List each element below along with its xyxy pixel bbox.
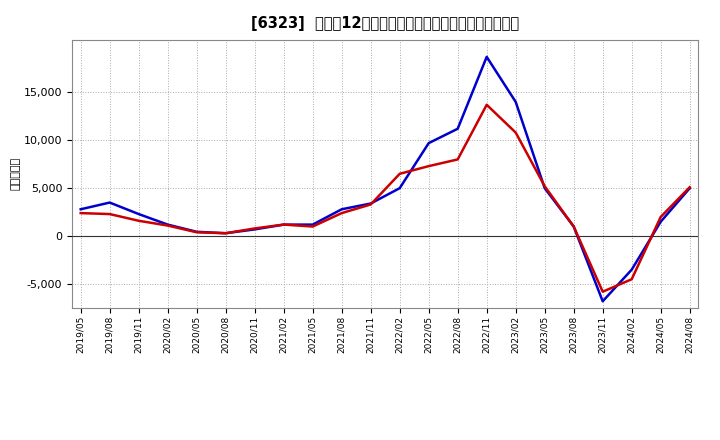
当期結利益 [395, 171, 404, 176]
経常利益 [105, 200, 114, 205]
Legend: 経常利益, 当期結利益: 経常利益, 当期結利益 [293, 435, 477, 440]
経常利益 [511, 99, 520, 105]
当期結利益 [424, 164, 433, 169]
当期結利益 [685, 185, 694, 190]
当期結利益 [627, 277, 636, 282]
経常利益 [279, 222, 288, 227]
当期結利益 [105, 211, 114, 216]
当期結利益 [279, 222, 288, 227]
経常利益 [454, 126, 462, 132]
経常利益 [598, 299, 607, 304]
経常利益 [251, 227, 259, 232]
経常利益 [76, 207, 85, 212]
経常利益 [685, 186, 694, 191]
経常利益 [570, 224, 578, 229]
当期結利益 [570, 224, 578, 229]
経常利益 [541, 186, 549, 191]
経常利益 [657, 219, 665, 224]
Line: 当期結利益: 当期結利益 [81, 105, 690, 292]
当期結利益 [251, 226, 259, 231]
当期結利益 [598, 289, 607, 294]
経常利益 [308, 222, 317, 227]
経常利益 [627, 267, 636, 272]
Title: [6323]  利益だ12か月移動合計の対前年同期増減額の推移: [6323] 利益だ12か月移動合計の対前年同期増減額の推移 [251, 16, 519, 32]
当期結利益 [135, 218, 143, 224]
当期結利益 [163, 223, 172, 228]
当期結利益 [76, 210, 85, 216]
経常利益 [424, 140, 433, 146]
当期結利益 [657, 214, 665, 220]
当期結利益 [541, 183, 549, 189]
経常利益 [192, 229, 201, 235]
当期結利益 [192, 230, 201, 235]
当期結利益 [308, 224, 317, 229]
経常利益 [135, 211, 143, 216]
Line: 経常利益: 経常利益 [81, 57, 690, 301]
経常利益 [163, 222, 172, 227]
当期結利益 [338, 210, 346, 216]
経常利益 [395, 186, 404, 191]
当期結利益 [454, 157, 462, 162]
当期結利益 [482, 102, 491, 107]
当期結利益 [366, 202, 375, 207]
当期結利益 [511, 130, 520, 135]
経常利益 [338, 207, 346, 212]
当期結利益 [221, 231, 230, 236]
経常利益 [482, 54, 491, 59]
経常利益 [221, 231, 230, 236]
Y-axis label: （百万円）: （百万円） [11, 157, 21, 191]
経常利益 [366, 201, 375, 206]
